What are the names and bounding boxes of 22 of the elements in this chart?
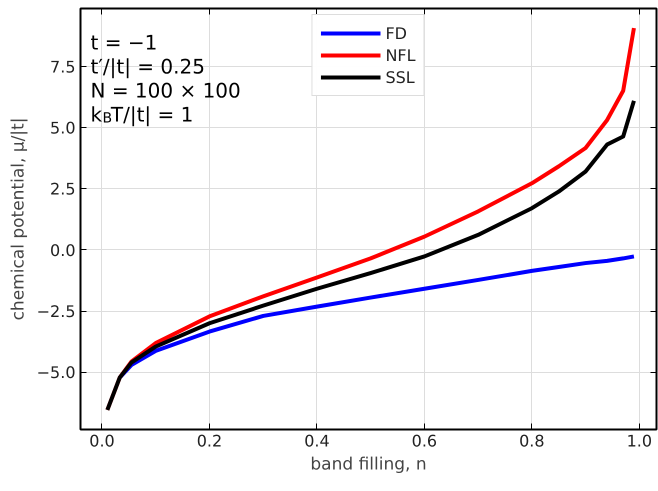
annotation: N = 100 × 100	[90, 78, 241, 102]
y-tick-label: 2.5	[50, 180, 76, 199]
annotation: t′/|t| = 0.25	[90, 54, 205, 78]
x-tick-label: 0.8	[519, 432, 545, 450]
x-tick-label: 1.0	[626, 432, 652, 450]
line-series	[105, 98, 636, 412]
y-axis-title: chemical potential, μ/|t|	[8, 118, 29, 320]
annotation: kBT/|t| = 1	[90, 102, 194, 126]
x-tick-label: 0.6	[412, 432, 438, 450]
x-tick-label: 0.2	[196, 432, 222, 450]
y-tick-label: −5.0	[36, 363, 76, 382]
annotation: t = −1	[90, 30, 158, 54]
y-tick-label: 5.0	[50, 118, 76, 138]
y-tick-label: 0.0	[50, 240, 76, 260]
legend-label: SSL	[385, 68, 415, 86]
x-axis-title: band filling, n	[310, 454, 427, 474]
legend-label: NFL	[385, 46, 416, 64]
x-tick-label: 0.4	[304, 432, 330, 450]
y-tick-label: 7.5	[50, 57, 76, 76]
x-tick-label: 0.0	[89, 432, 115, 450]
y-tick-label: −2.5	[36, 302, 76, 322]
legend-label: FD	[385, 24, 407, 42]
